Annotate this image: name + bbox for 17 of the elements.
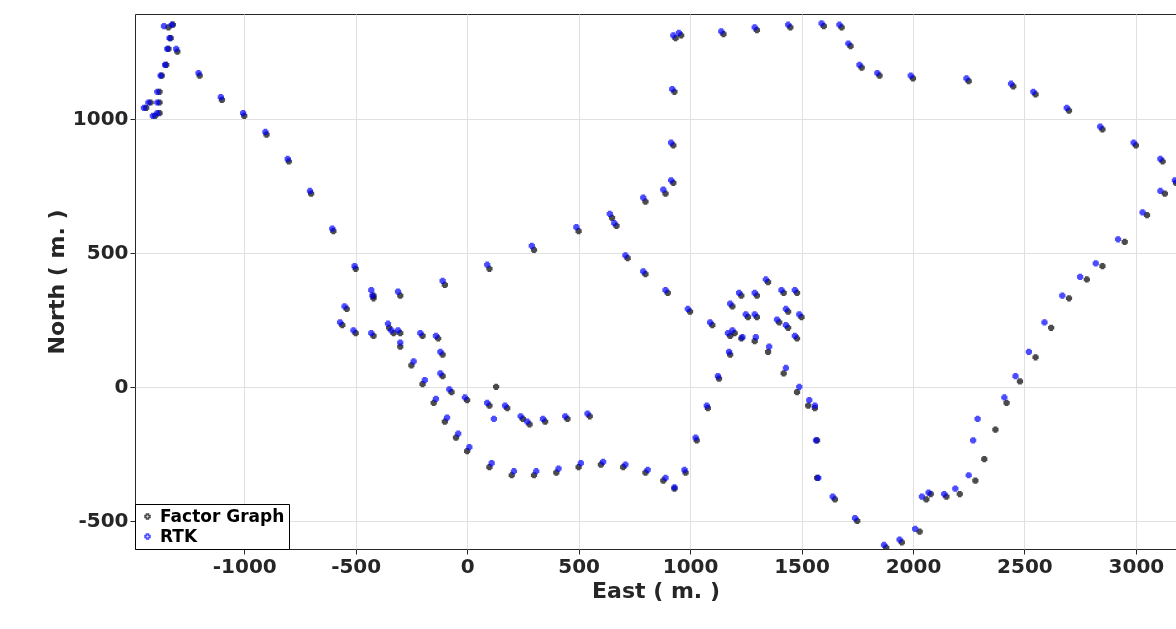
y-tick-label: 1000 — [72, 106, 129, 131]
x-axis-title: East ( m. ) — [592, 577, 720, 603]
legend-label: Factor Graph — [160, 505, 285, 526]
y-tick-label: 0 — [114, 374, 129, 399]
x-tick-label: -500 — [331, 553, 382, 578]
x-tick-label: 500 — [558, 553, 600, 578]
x-tick-label: -1000 — [212, 553, 277, 578]
y-axis-title: North ( m. ) — [43, 209, 69, 355]
x-tick-label: 1500 — [774, 553, 830, 578]
x-tick-label: 2000 — [885, 553, 942, 578]
x-tick-label: 0 — [460, 553, 475, 578]
y-tick-label: -500 — [78, 508, 129, 533]
x-tick-label: 3000 — [1108, 553, 1165, 578]
y-tick-label: 500 — [86, 240, 129, 265]
x-tick-label: 1000 — [662, 553, 719, 578]
legend-label: RTK — [160, 525, 198, 546]
x-tick-label: 2500 — [997, 553, 1053, 578]
